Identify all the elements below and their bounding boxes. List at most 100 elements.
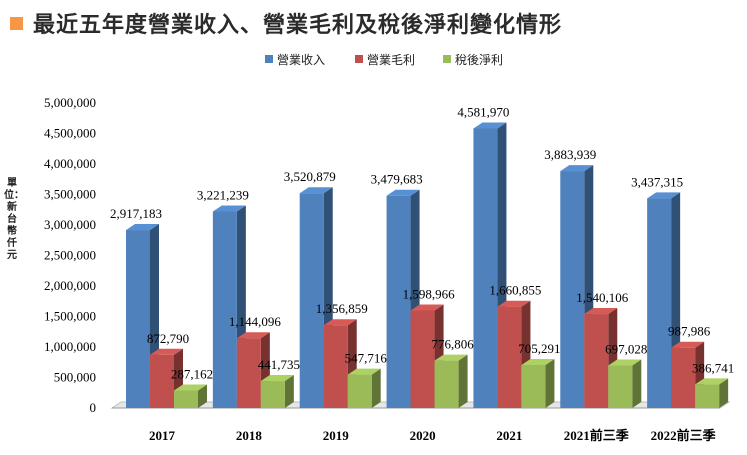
bar-top: [236, 332, 270, 339]
bar-side: [719, 378, 729, 408]
x-tick-label: 2021: [496, 428, 522, 443]
legend-label: 營業毛利: [367, 53, 415, 67]
title-bullet-icon: [10, 16, 23, 30]
x-tick-label: 2017: [149, 428, 176, 443]
data-label: 2,917,183: [110, 206, 162, 221]
bar-side: [545, 358, 555, 408]
bar: [386, 195, 411, 408]
bar: [497, 306, 522, 408]
data-label: 1,540,106: [576, 290, 629, 305]
bar: [150, 354, 174, 408]
x-tick-label: 2021前三季: [564, 428, 629, 443]
bar: [584, 314, 609, 408]
bar: [299, 193, 324, 408]
bar: [347, 374, 372, 408]
data-label: 987,986: [668, 324, 711, 339]
bar-side: [371, 368, 381, 408]
bar-top: [521, 358, 555, 365]
bar-top: [608, 359, 642, 366]
bar: [126, 230, 150, 408]
y-tick-label: 1,000,000: [44, 339, 96, 354]
bar: [647, 198, 672, 408]
data-label: 1,598,966: [403, 286, 456, 301]
bar: [560, 171, 585, 408]
bar-top: [473, 122, 507, 129]
chart-title: 最近五年度營業收入、營業毛利及稅後淨利變化情形: [33, 13, 563, 38]
bar-top: [560, 165, 594, 172]
bar-top: [584, 308, 618, 315]
y-tick-label: 500,000: [54, 370, 96, 385]
bar: [608, 365, 633, 408]
bar-top: [386, 189, 420, 196]
bar-top: [347, 368, 381, 375]
bar-top: [647, 192, 681, 199]
y-axis-unit-label: 單位：新台幣仟元: [4, 178, 24, 261]
x-tick-label: 2019: [323, 428, 350, 443]
bar: [695, 384, 720, 408]
legend-swatch: [443, 55, 451, 63]
bar-top: [299, 187, 333, 194]
bar: [174, 390, 198, 408]
y-tick-label: 3,500,000: [44, 187, 96, 202]
bar-top: [434, 354, 468, 361]
bar-top: [212, 205, 246, 212]
legend-swatch: [355, 55, 363, 63]
bar-top: [260, 375, 294, 382]
bar-top: [174, 384, 207, 391]
bar-side: [458, 354, 468, 408]
x-tick-label: 2018: [236, 428, 263, 443]
legend-swatch: [265, 55, 273, 63]
bar: [671, 347, 696, 408]
x-tick-label: 2022前三季: [651, 428, 716, 443]
bar: [410, 310, 435, 408]
title-row: 最近五年度營業收入、營業毛利及稅後淨利變化情形: [10, 6, 562, 40]
bar-side: [198, 384, 207, 408]
data-label: 872,790: [147, 331, 189, 346]
bar-top: [323, 319, 357, 326]
bar: [260, 381, 285, 408]
bar-top: [150, 348, 183, 355]
bar-top: [671, 341, 705, 348]
bar-side: [284, 375, 294, 408]
data-label: 386,741: [692, 360, 734, 375]
bar: [434, 360, 459, 408]
data-label: 1,144,096: [229, 314, 282, 329]
y-tick-label: 2,500,000: [44, 248, 96, 263]
data-label: 4,581,970: [457, 104, 509, 119]
data-label: 3,221,239: [197, 188, 249, 203]
x-tick-label: 2020: [410, 428, 436, 443]
bar: [521, 364, 546, 408]
data-label: 1,660,855: [489, 283, 541, 298]
data-label: 441,735: [258, 357, 300, 372]
bar-top: [410, 304, 444, 311]
y-tick-label: 1,500,000: [44, 309, 96, 324]
data-label: 547,716: [345, 351, 388, 366]
y-tick-label: 3,000,000: [44, 217, 96, 232]
data-label: 697,028: [605, 341, 647, 356]
data-label: 3,520,879: [284, 169, 336, 184]
data-label: 1,356,859: [316, 301, 368, 316]
bar: [323, 325, 348, 408]
data-label: 705,291: [518, 341, 560, 356]
bar-side: [632, 359, 642, 408]
bar-top: [497, 300, 531, 307]
y-tick-label: 2,000,000: [44, 278, 96, 293]
bar-top: [126, 224, 159, 231]
bar: [236, 338, 261, 408]
y-tick-label: 5,000,000: [44, 95, 96, 110]
data-label: 3,883,939: [544, 147, 596, 162]
bar-top: [695, 378, 729, 385]
data-label: 3,479,683: [371, 172, 423, 187]
bar: [212, 211, 237, 408]
y-tick-label: 4,500,000: [44, 126, 96, 141]
data-label: 287,162: [171, 366, 213, 381]
bar: [473, 128, 498, 409]
y-tick-label: 4,000,000: [44, 156, 96, 171]
legend-label: 營業收入: [277, 53, 325, 67]
legend-label: 稅後淨利: [455, 53, 503, 67]
y-tick-label: 0: [90, 400, 97, 415]
data-label: 776,806: [431, 337, 474, 352]
data-label: 3,437,315: [631, 174, 683, 189]
